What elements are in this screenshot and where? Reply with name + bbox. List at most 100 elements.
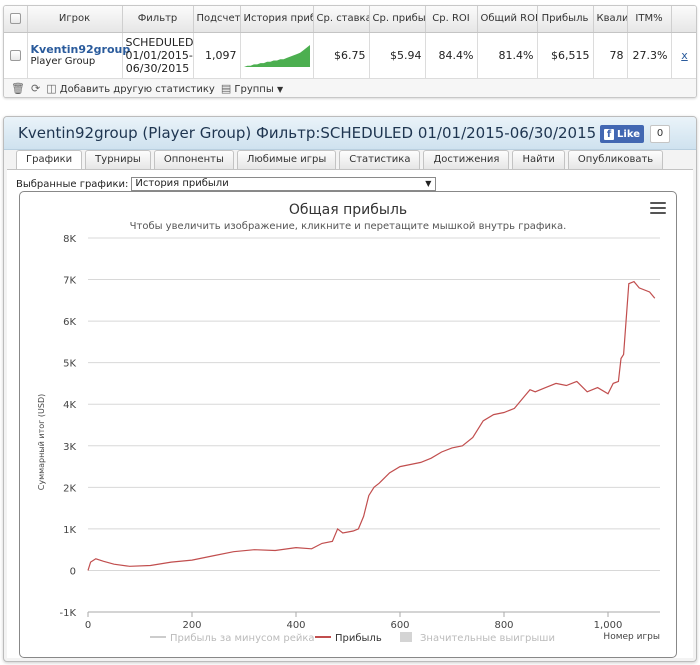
qualif-cell: 78 xyxy=(593,32,628,79)
tab-opponents[interactable]: Оппоненты xyxy=(153,150,234,169)
profit-history-cell xyxy=(240,32,314,79)
chart-panel: Kventin92group (Player Group) Фильтр:SCH… xyxy=(3,116,697,662)
legend-swatch xyxy=(400,632,412,642)
table-row: Kventin92group Player Group SCHEDULED 01… xyxy=(4,32,696,79)
filter-line-3: 06/30/2015 xyxy=(125,61,190,75)
y-tick-label: 1K xyxy=(63,525,76,536)
remove-row-link[interactable]: x xyxy=(671,32,696,79)
grid xyxy=(88,237,660,613)
add-stat-label: Добавить другую статистику xyxy=(59,83,215,95)
col-header-avg-profit[interactable]: Ср. прибы xyxy=(369,6,426,33)
filter-line-2: 01/01/2015- xyxy=(125,48,193,62)
col-header-qualif[interactable]: Квалиф xyxy=(593,6,628,33)
like-label: Like xyxy=(617,128,640,140)
facebook-like-button[interactable]: f Like xyxy=(600,125,644,143)
y-tick-label: -1K xyxy=(59,608,76,619)
profit-chart[interactable]: Общая прибыль Чтобы увеличить изображени… xyxy=(20,192,676,657)
x-axis-ticks: 0 200 400 600 800 1,000 xyxy=(85,612,623,631)
add-stat-icon: ◫ xyxy=(46,81,57,95)
x-tick-label: 0 xyxy=(85,620,91,631)
chart-subtitle: Чтобы увеличить изображение, кликните и … xyxy=(130,221,567,232)
row-checkbox[interactable] xyxy=(9,50,21,61)
y-axis-ticks: -1K 0 1K 2K 3K 4K 5K 6K 7K 8K xyxy=(59,234,76,619)
col-header-remove xyxy=(671,6,696,33)
col-header-profit[interactable]: Прибыль xyxy=(537,6,594,33)
chart-panel-header: Kventin92group (Player Group) Фильтр:SCH… xyxy=(4,117,696,150)
select-all-checkbox[interactable] xyxy=(9,13,21,24)
tab-statistics[interactable]: Статистика xyxy=(339,150,421,169)
y-tick-label: 4K xyxy=(63,400,76,411)
chevron-down-icon: ▼ xyxy=(276,84,284,94)
total-roi-cell: 81.4% xyxy=(477,32,538,79)
y-tick-label: 5K xyxy=(63,359,76,370)
graph-select-label: Выбранные графики: xyxy=(16,178,129,190)
tab-content: Выбранные графики: История прибыли ▼ Общ… xyxy=(7,169,693,658)
chart-container[interactable]: Общая прибыль Чтобы увеличить изображени… xyxy=(19,191,677,658)
y-tick-label: 8K xyxy=(63,234,76,245)
avg-stake-cell: $6.75 xyxy=(313,32,370,79)
profit-cell: $6,515 xyxy=(537,32,594,79)
chart-menu-icon[interactable] xyxy=(650,202,666,217)
tab-achievements[interactable]: Достижения xyxy=(423,150,510,169)
player-type: Player Group xyxy=(30,56,96,67)
tab-graphs[interactable]: Графики xyxy=(16,150,83,169)
trash-icon[interactable]: 🗑 xyxy=(11,81,25,95)
stats-panel: Игрок Фильтр Подсчет История прибыли Ср.… xyxy=(3,5,697,98)
add-stat-button[interactable]: ◫ Добавить другую статистику xyxy=(46,82,215,95)
col-header-player[interactable]: Игрок xyxy=(27,6,123,33)
col-header-avg-roi[interactable]: Ср. ROI xyxy=(425,6,478,33)
stats-table: Игрок Фильтр Подсчет История прибыли Ср.… xyxy=(4,6,696,79)
groups-button[interactable]: ▤ Группы ▼ xyxy=(221,82,283,95)
tab-find[interactable]: Найти xyxy=(512,150,565,169)
tab-tournaments[interactable]: Турниры xyxy=(85,150,151,169)
like-count: 0 xyxy=(650,125,670,143)
col-header-total-roi[interactable]: Общий ROI xyxy=(477,6,538,33)
facebook-icon: f xyxy=(604,128,615,140)
legend-item[interactable]: Прибыль xyxy=(335,633,382,644)
legend-item[interactable]: Значительные выигрыши xyxy=(420,633,555,644)
col-header-avg-stake[interactable]: Ср. ставка xyxy=(313,6,370,33)
col-header-count[interactable]: Подсчет xyxy=(193,6,241,33)
col-header-filter[interactable]: Фильтр xyxy=(122,6,194,33)
x-tick-label: 200 xyxy=(182,620,201,631)
x-tick-label: 400 xyxy=(286,620,305,631)
tab-favorite-games[interactable]: Любимые игры xyxy=(236,150,337,169)
row-select-cell[interactable] xyxy=(4,32,28,79)
col-header-profit-history[interactable]: История прибыли xyxy=(240,6,314,33)
select-all-cell[interactable] xyxy=(4,6,28,33)
y-tick-label: 7K xyxy=(63,276,76,287)
x-tick-label: 800 xyxy=(494,620,513,631)
groups-icon: ▤ xyxy=(220,81,232,95)
graph-select-value: История прибыли xyxy=(135,178,229,189)
tab-bar: Графики Турниры Оппоненты Любимые игры С… xyxy=(16,150,664,169)
avg-roi-cell: 84.4% xyxy=(425,32,478,79)
table-header-row: Игрок Фильтр Подсчет История прибыли Ср.… xyxy=(4,6,696,33)
series-layer xyxy=(87,280,656,571)
x-axis-label: Номер игры xyxy=(603,632,660,642)
legend-item[interactable]: Прибыль за минусом рейка xyxy=(170,633,315,644)
x-tick-label: 600 xyxy=(390,620,409,631)
y-axis-label: Суммарный итог (USD) xyxy=(37,394,46,491)
page-title: Kventin92group (Player Group) Фильтр:SCH… xyxy=(18,124,597,142)
y-tick-label: 0 xyxy=(70,566,76,577)
count-cell: 1,097 xyxy=(193,32,241,79)
chart-legend: Прибыль за минусом рейка Прибыль Значитель… xyxy=(150,632,555,644)
graph-select[interactable]: История прибыли ▼ xyxy=(131,177,437,191)
chart-title: Общая прибыль xyxy=(289,202,407,218)
y-tick-label: 2K xyxy=(63,483,76,494)
sparkline-area xyxy=(243,45,310,67)
avg-profit-cell: $5.94 xyxy=(369,32,426,79)
series-line-profit[interactable] xyxy=(87,280,656,571)
table-toolbar: 🗑 ⟳ ◫ Добавить другую статистику ▤ Групп… xyxy=(4,78,696,97)
tab-publish[interactable]: Опубликовать xyxy=(567,150,664,169)
player-name-link[interactable]: Kventin92group xyxy=(30,43,131,56)
itm-cell: 27.3% xyxy=(627,32,672,79)
groups-label: Группы xyxy=(234,83,274,95)
col-header-itm[interactable]: ITM% xyxy=(627,6,672,33)
refresh-icon[interactable]: ⟳ xyxy=(30,81,41,95)
x-tick-label: 1,000 xyxy=(594,620,623,631)
profit-sparkline xyxy=(243,45,310,67)
y-tick-label: 3K xyxy=(63,442,76,453)
graph-select-row: Выбранные графики: История прибыли ▼ xyxy=(16,177,437,191)
filter-line-1: SCHEDULED xyxy=(125,35,194,49)
